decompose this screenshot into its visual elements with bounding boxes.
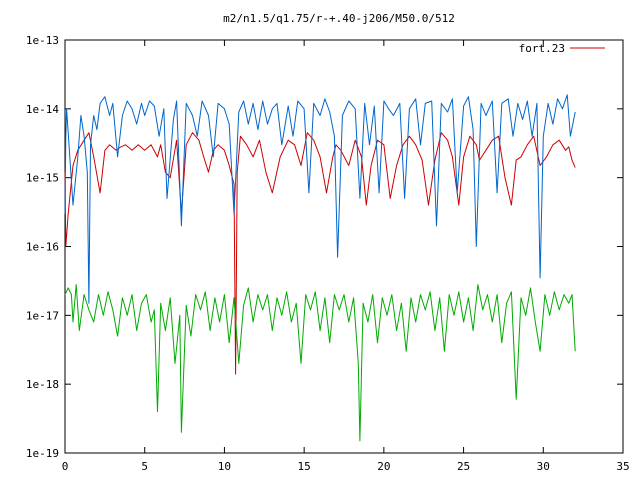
x-tick-label: 20 [377,460,390,473]
y-tick-label: 1e-19 [26,447,59,460]
y-tick-label: 1e-18 [26,378,59,391]
chart-title: m2/n1.5/q1.75/r-+.40-j206/M50.0/512 [223,12,455,25]
x-tick-label: 35 [616,460,629,473]
legend: fort.23 [519,42,605,55]
series-line-3 [64,284,576,442]
y-tick-label: 1e-14 [26,103,59,116]
y-tick-label: 1e-13 [26,34,59,47]
x-tick-label: 30 [537,460,550,473]
x-tick-label: 5 [141,460,148,473]
y-axis: 1e-13 1e-14 1e-15 1e-16 1e-17 1e-18 1e-19 [26,34,623,460]
x-axis: 0 5 10 15 20 25 30 35 [62,40,630,473]
x-tick-label: 0 [62,460,69,473]
legend-label: fort.23 [519,42,565,55]
series-line-1 [64,132,576,375]
series-line-2 [64,94,576,304]
y-tick-label: 1e-15 [26,172,59,185]
series-group [64,94,576,442]
x-tick-label: 15 [298,460,311,473]
x-tick-label: 25 [457,460,470,473]
y-tick-label: 1e-16 [26,241,59,254]
y-tick-label: 1e-17 [26,309,59,322]
x-tick-label: 10 [218,460,231,473]
